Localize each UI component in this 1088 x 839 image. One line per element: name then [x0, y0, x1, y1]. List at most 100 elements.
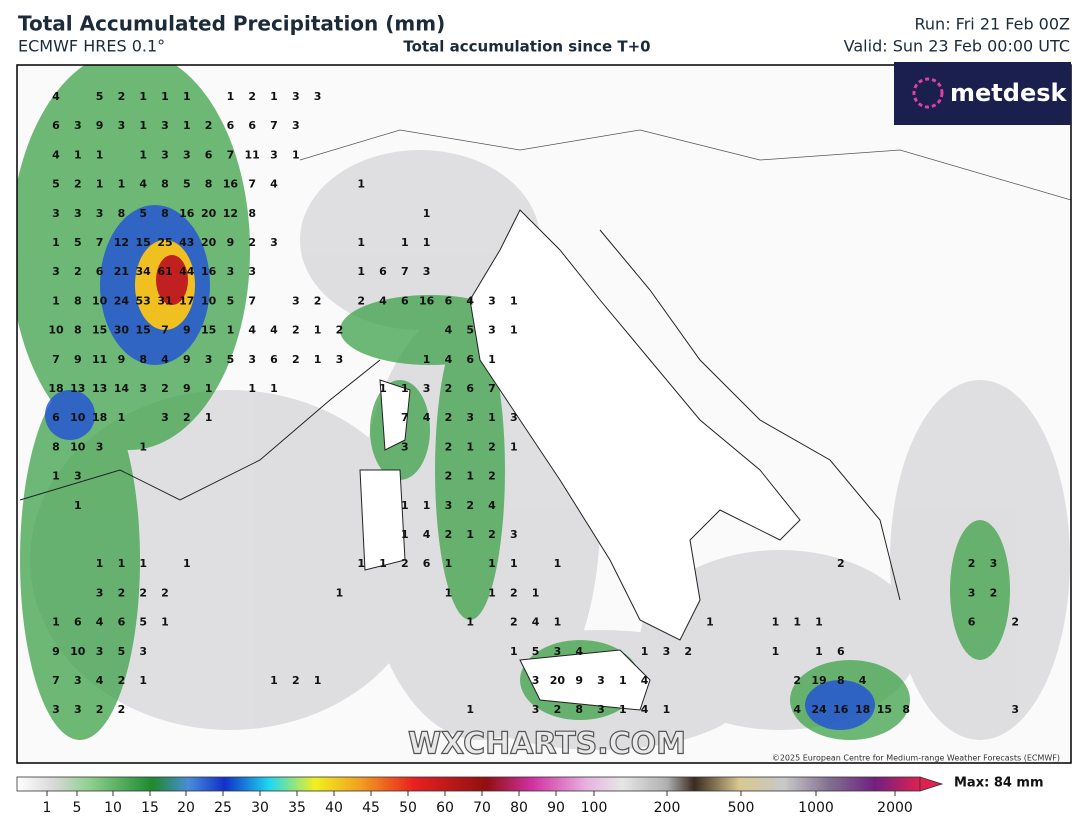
grid-value: 3 [488, 294, 496, 307]
grid-value: 1 [52, 236, 60, 249]
grid-value: 9 [183, 382, 191, 395]
grid-value: 1 [118, 557, 126, 570]
grid-value: 1 [139, 557, 147, 570]
grid-value: 21 [114, 265, 129, 278]
logo-icon [912, 77, 944, 109]
grid-value: 6 [96, 265, 104, 278]
grid-value: 9 [575, 674, 583, 687]
grid-value: 5 [96, 90, 104, 103]
grid-value: 6 [270, 353, 278, 366]
grid-value: 1 [619, 703, 627, 716]
grid-value: 1 [510, 440, 518, 453]
grid-value: 2 [161, 382, 169, 395]
grid-value: 3 [510, 528, 518, 541]
grid-value: 9 [118, 353, 126, 366]
grid-value: 6 [423, 557, 431, 570]
colorbar-tick-label: 20 [177, 800, 195, 816]
grid-value: 1 [205, 382, 213, 395]
grid-value: 3 [139, 382, 147, 395]
colorbar-tick-label: 25 [214, 800, 232, 816]
grid-value: 2 [445, 411, 453, 424]
grid-value: 1 [554, 557, 562, 570]
grid-value: 2 [510, 616, 518, 629]
grid-value: 1 [488, 353, 496, 366]
grid-value: 25 [157, 236, 172, 249]
grid-value: 3 [488, 324, 496, 337]
grid-value: 2 [74, 265, 82, 278]
grid-value: 3 [1011, 703, 1019, 716]
grid-value: 15 [877, 703, 892, 716]
grid-value: 3 [292, 294, 300, 307]
grid-value: 14 [114, 382, 130, 395]
grid-value: 3 [336, 353, 344, 366]
grid-value: 1 [510, 324, 518, 337]
grid-value: 1 [74, 148, 82, 161]
grid-value: 2 [118, 703, 126, 716]
grid-value: 10 [70, 645, 86, 658]
logo-box [894, 62, 1071, 125]
grid-value: 5 [183, 178, 191, 191]
grid-value: 3 [532, 674, 540, 687]
grid-value: 3 [423, 265, 431, 278]
grid-value: 2 [684, 645, 692, 658]
grid-value: 6 [52, 119, 60, 132]
grid-value: 1 [401, 499, 409, 512]
grid-value: 1 [270, 382, 278, 395]
grid-value: 4 [52, 90, 60, 103]
grid-value: 12 [114, 236, 129, 249]
grid-value: 1 [466, 440, 474, 453]
grid-value: 3 [74, 470, 82, 483]
grid-value: 31 [157, 294, 172, 307]
grid-value: 6 [118, 616, 126, 629]
grid-value: 4 [793, 703, 801, 716]
grid-value: 10 [70, 440, 86, 453]
grid-value: 1 [510, 294, 518, 307]
grid-value: 30 [114, 324, 130, 337]
colorbar-tick-label: 30 [251, 800, 269, 816]
grid-value: 6 [227, 119, 235, 132]
grid-value: 1 [139, 148, 147, 161]
grid-value: 1 [488, 586, 496, 599]
grid-value: 1 [510, 557, 518, 570]
grid-value: 4 [466, 294, 474, 307]
grid-value: 3 [74, 674, 82, 687]
grid-value: 24 [114, 294, 130, 307]
grid-value: 3 [161, 148, 169, 161]
grid-value: 1 [139, 674, 147, 687]
colorbar-tick-label: 35 [288, 800, 306, 816]
grid-value: 1 [466, 616, 474, 629]
grid-value: 2 [118, 586, 126, 599]
grid-value: 1 [663, 703, 671, 716]
grid-value: 5 [52, 178, 60, 191]
grid-value: 3 [96, 440, 104, 453]
grid-value: 16 [833, 703, 849, 716]
grid-value: 1 [227, 324, 235, 337]
grid-value: 3 [96, 207, 104, 220]
grid-value: 4 [161, 353, 169, 366]
grid-value: 3 [401, 440, 409, 453]
grid-value: 2 [445, 528, 453, 541]
colorbar-tick-label: 15 [141, 800, 159, 816]
grid-value: 3 [990, 557, 998, 570]
grid-value: 2 [336, 324, 344, 337]
grid-value: 3 [292, 119, 300, 132]
grid-value: 2 [554, 703, 562, 716]
grid-value: 1 [815, 616, 823, 629]
grid-value: 1 [357, 265, 365, 278]
grid-value: 18 [48, 382, 63, 395]
grid-value: 44 [179, 265, 195, 278]
grid-value: 7 [227, 148, 235, 161]
grid-value: 13 [70, 382, 85, 395]
map-frame [16, 64, 1072, 764]
grid-value: 2 [488, 440, 496, 453]
grid-value: 2 [357, 294, 365, 307]
grid-value: 16 [223, 178, 239, 191]
grid-value: 3 [183, 148, 191, 161]
grid-value: 11 [245, 148, 260, 161]
grid-value: 2 [118, 674, 126, 687]
colorbar-tick-label: 60 [436, 800, 454, 816]
grid-value: 2 [292, 674, 300, 687]
grid-value: 3 [96, 586, 104, 599]
grid-value: 61 [157, 265, 172, 278]
grid-value: 1 [401, 236, 409, 249]
